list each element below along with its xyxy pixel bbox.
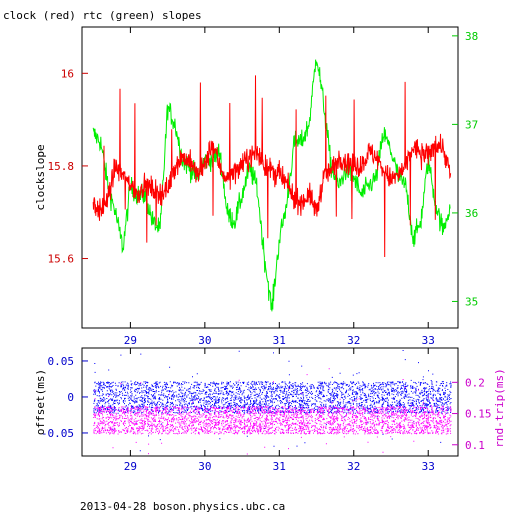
y-right-tick-label: 38 — [465, 30, 478, 43]
x-tick-label: 30 — [198, 334, 211, 347]
y-left-tick-label: 0.05 — [48, 355, 75, 368]
clock-slope-line — [92, 75, 452, 258]
y-right-tick-label: 0.1 — [465, 439, 485, 452]
x-tick-label: 33 — [422, 334, 435, 347]
top-chart-title: clock (red) rtc (green) slopes — [3, 9, 202, 22]
y-right-tick-label: 36 — [465, 207, 478, 220]
y-right-tick-label: 0.2 — [465, 376, 485, 389]
y-left-tick-label: 15.8 — [48, 160, 75, 173]
top-panel: 29 30 31 32 33 16 15.8 15.6 38 37 36 35 clockslope — [34, 26, 478, 347]
rndtrip-scatter-points — [93, 368, 452, 455]
x-tick-label: 31 — [273, 334, 286, 347]
plot-frame — [81, 347, 459, 457]
x-tick-label: 29 — [124, 460, 137, 473]
x-tick-label: 31 — [273, 460, 286, 473]
x-tick-label: 29 — [124, 334, 137, 347]
footer-text: 2013-04-28 boson.physics.ubc.ca — [80, 500, 285, 512]
rndtrip-scatter — [93, 368, 452, 455]
y-left-tick-label: 15.6 — [48, 253, 75, 266]
offset-scatter — [93, 350, 452, 452]
plot-frame — [81, 26, 459, 329]
y-left-tick-label: -0.05 — [41, 427, 74, 440]
y-left-tick-label: 16 — [61, 67, 74, 80]
x-tick-label: 30 — [198, 460, 211, 473]
y-right-tick-label: 0.15 — [465, 408, 492, 421]
bottom-panel: 29 30 31 32 33 0.05 0 -0.05 0.2 0.15 0.1 offset(ms)… — [34, 347, 506, 473]
y-right-axis-label: rnd-trip(ms) — [493, 368, 506, 447]
x-tick-label: 32 — [347, 460, 360, 473]
y-right-tick-label: 35 — [465, 295, 478, 308]
y-left-axis-label: offset(ms) — [34, 369, 47, 435]
offset-scatter-points — [93, 350, 452, 452]
y-left-tick-label: 0 — [67, 391, 74, 404]
y-right-tick-label: 37 — [465, 118, 478, 131]
rtc-slope-line — [92, 59, 451, 312]
x-tick-label: 33 — [422, 460, 435, 473]
y-left-axis-label: clockslope — [34, 144, 47, 210]
x-tick-label: 32 — [347, 334, 360, 347]
